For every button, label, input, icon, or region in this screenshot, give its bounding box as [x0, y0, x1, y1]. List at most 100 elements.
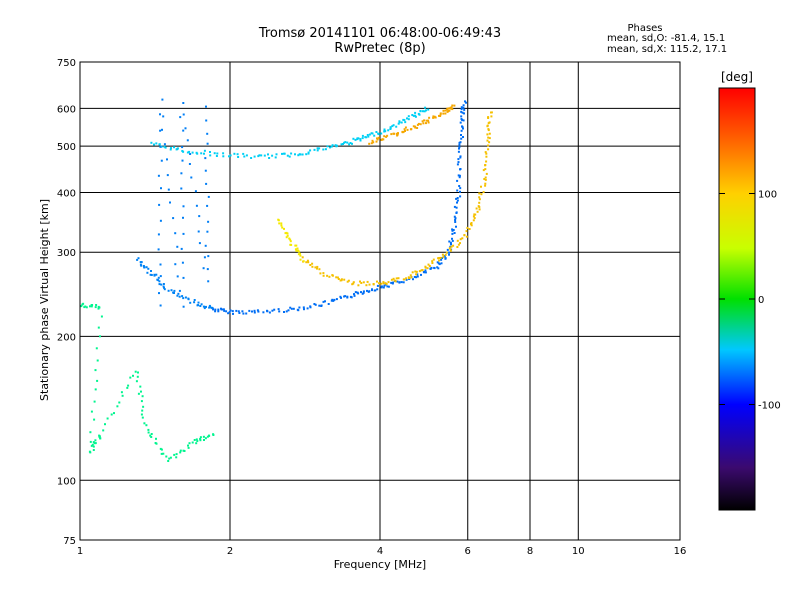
data-point	[426, 267, 429, 270]
data-point	[180, 187, 183, 190]
data-point	[487, 144, 490, 147]
data-point	[245, 154, 248, 157]
data-point	[271, 309, 274, 312]
data-point	[283, 152, 286, 155]
data-point	[214, 310, 217, 313]
data-point	[187, 446, 190, 449]
data-point	[458, 176, 461, 179]
data-point	[157, 233, 160, 236]
data-point	[294, 153, 296, 156]
data-point	[456, 246, 459, 248]
data-point	[93, 418, 96, 421]
data-point	[368, 133, 371, 136]
data-point	[473, 217, 476, 220]
data-point	[391, 125, 394, 128]
data-point	[422, 122, 425, 125]
data-point	[418, 270, 421, 273]
data-point	[359, 139, 362, 142]
data-point	[335, 145, 338, 148]
data-point	[295, 244, 298, 247]
data-point	[156, 278, 159, 281]
data-point	[182, 449, 185, 452]
data-point	[132, 374, 134, 377]
data-point	[306, 259, 309, 262]
data-point	[468, 228, 471, 230]
data-point	[447, 110, 450, 112]
data-point	[488, 132, 491, 135]
data-point	[473, 213, 476, 216]
data-point	[214, 308, 217, 311]
data-point	[266, 310, 269, 313]
data-point	[290, 152, 293, 155]
data-point	[215, 155, 218, 157]
data-point	[80, 305, 83, 308]
data-point	[299, 258, 302, 261]
data-point	[403, 278, 406, 281]
data-point	[163, 145, 166, 148]
data-point	[407, 118, 410, 121]
data-point	[353, 294, 356, 297]
data-point	[331, 144, 334, 147]
data-point	[412, 125, 415, 128]
data-point	[306, 307, 309, 310]
data-point	[375, 131, 378, 133]
data-point	[209, 151, 211, 153]
data-point	[366, 280, 369, 283]
data-point	[89, 440, 92, 443]
data-point	[182, 129, 185, 132]
data-point	[432, 115, 435, 118]
data-point	[193, 301, 196, 304]
data-point	[167, 188, 170, 191]
data-point	[414, 126, 417, 129]
data-point	[383, 135, 386, 138]
data-point	[478, 196, 481, 199]
data-point	[330, 145, 333, 148]
data-point	[478, 208, 481, 211]
data-point	[93, 400, 96, 403]
data-point	[94, 439, 97, 442]
data-point	[184, 127, 187, 130]
data-point	[450, 245, 453, 248]
data-point	[461, 111, 464, 114]
data-point	[450, 243, 452, 246]
data-point	[199, 437, 202, 440]
data-point	[89, 305, 91, 308]
data-point	[181, 295, 184, 298]
data-point	[382, 282, 385, 285]
data-point	[289, 238, 292, 241]
data-point	[290, 243, 293, 246]
data-point	[451, 232, 454, 235]
data-point	[287, 309, 290, 312]
data-point	[362, 291, 365, 294]
data-point	[484, 184, 487, 187]
data-point	[163, 143, 166, 146]
data-point	[415, 273, 418, 276]
data-point	[174, 263, 177, 266]
data-point	[178, 289, 181, 292]
data-point	[228, 155, 230, 158]
data-point	[139, 385, 142, 388]
data-point	[368, 142, 371, 145]
data-point	[158, 292, 160, 295]
data-point	[164, 146, 167, 149]
data-point	[487, 116, 490, 119]
data-point	[451, 228, 454, 231]
data-point	[421, 269, 424, 272]
data-point	[188, 442, 191, 445]
data-point	[313, 148, 316, 151]
data-point	[155, 437, 157, 440]
data-point	[462, 127, 464, 130]
data-point	[237, 156, 240, 158]
data-point	[415, 270, 418, 273]
data-point	[448, 109, 451, 112]
data-point	[326, 145, 329, 148]
data-point	[176, 147, 179, 150]
data-point	[455, 225, 457, 228]
data-point	[159, 304, 162, 307]
data-point	[444, 109, 447, 112]
data-point	[433, 266, 436, 269]
data-point	[375, 140, 378, 143]
data-point	[305, 261, 308, 264]
data-point	[339, 295, 342, 298]
data-point	[206, 142, 209, 145]
